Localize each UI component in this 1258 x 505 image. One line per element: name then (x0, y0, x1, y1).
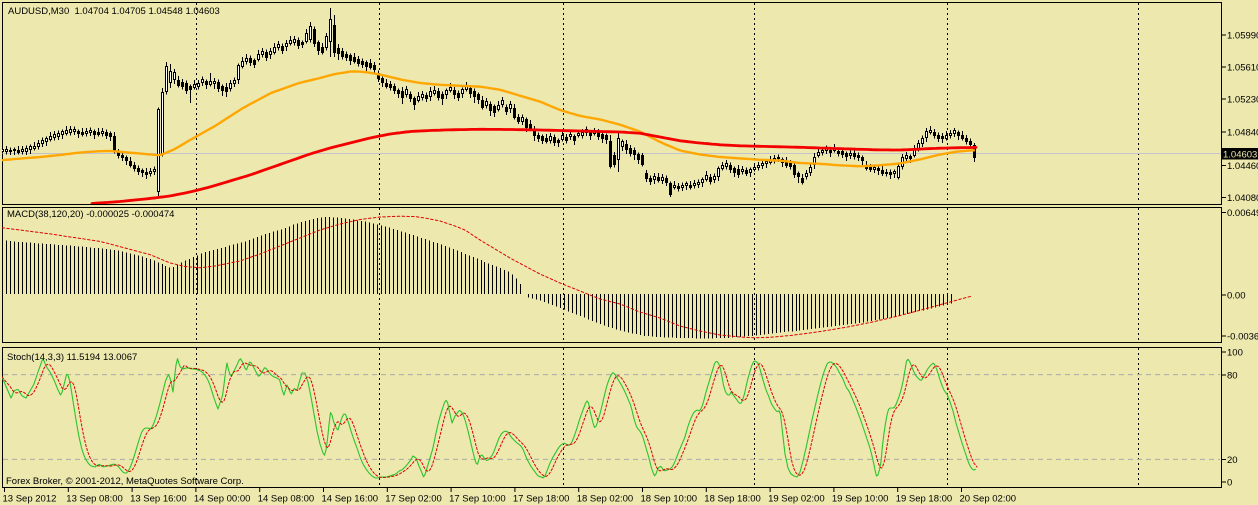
svg-text:AUDUSD,M30 1.04704 1.04705 1.: AUDUSD,M30 1.04704 1.04705 1.04548 1.046… (8, 6, 220, 17)
svg-text:20: 20 (1227, 455, 1238, 466)
svg-text:1.04080: 1.04080 (1227, 193, 1258, 204)
svg-text:18 Sep 10:00: 18 Sep 10:00 (641, 494, 698, 505)
svg-text:100: 100 (1227, 348, 1243, 359)
svg-text:20 Sep 02:00: 20 Sep 02:00 (960, 494, 1017, 505)
svg-text:0.00: 0.00 (1227, 291, 1246, 302)
svg-text:0: 0 (1227, 478, 1232, 489)
svg-text:19 Sep 18:00: 19 Sep 18:00 (896, 494, 953, 505)
svg-text:80: 80 (1227, 371, 1238, 382)
svg-text:1.04460: 1.04460 (1227, 161, 1258, 172)
svg-text:1.04840: 1.04840 (1227, 128, 1258, 139)
svg-text:18 Sep 18:00: 18 Sep 18:00 (704, 494, 761, 505)
svg-text:14 Sep 00:00: 14 Sep 00:00 (194, 494, 251, 505)
svg-text:13 Sep 16:00: 13 Sep 16:00 (130, 494, 187, 505)
svg-text:14 Sep 08:00: 14 Sep 08:00 (258, 494, 315, 505)
svg-text:MACD(38,120,20) -0.000025 -0.0: MACD(38,120,20) -0.000025 -0.000474 (7, 209, 174, 220)
svg-text:1.05230: 1.05230 (1227, 95, 1258, 106)
svg-text:Forex Broker, © 2001-2012, Met: Forex Broker, © 2001-2012, MetaQuotes So… (6, 476, 244, 487)
svg-text:13 Sep 08:00: 13 Sep 08:00 (66, 494, 123, 505)
svg-text:17 Sep 10:00: 17 Sep 10:00 (449, 494, 506, 505)
svg-text:17 Sep 18:00: 17 Sep 18:00 (513, 494, 570, 505)
svg-text:1.05990: 1.05990 (1227, 31, 1258, 42)
svg-text:14 Sep 16:00: 14 Sep 16:00 (322, 494, 379, 505)
svg-text:17 Sep 02:00: 17 Sep 02:00 (385, 494, 442, 505)
svg-text:1.05610: 1.05610 (1227, 63, 1258, 74)
svg-text:19 Sep 10:00: 19 Sep 10:00 (832, 494, 889, 505)
svg-text:13 Sep 2012: 13 Sep 2012 (3, 494, 57, 505)
svg-text:1.04603: 1.04603 (1223, 149, 1257, 160)
svg-text:19 Sep 02:00: 19 Sep 02:00 (768, 494, 825, 505)
svg-text:0.00649: 0.00649 (1227, 208, 1258, 219)
svg-text:Stoch(14,3,3) 11.5194 13.0067: Stoch(14,3,3) 11.5194 13.0067 (7, 352, 137, 363)
svg-text:18 Sep 02:00: 18 Sep 02:00 (577, 494, 634, 505)
